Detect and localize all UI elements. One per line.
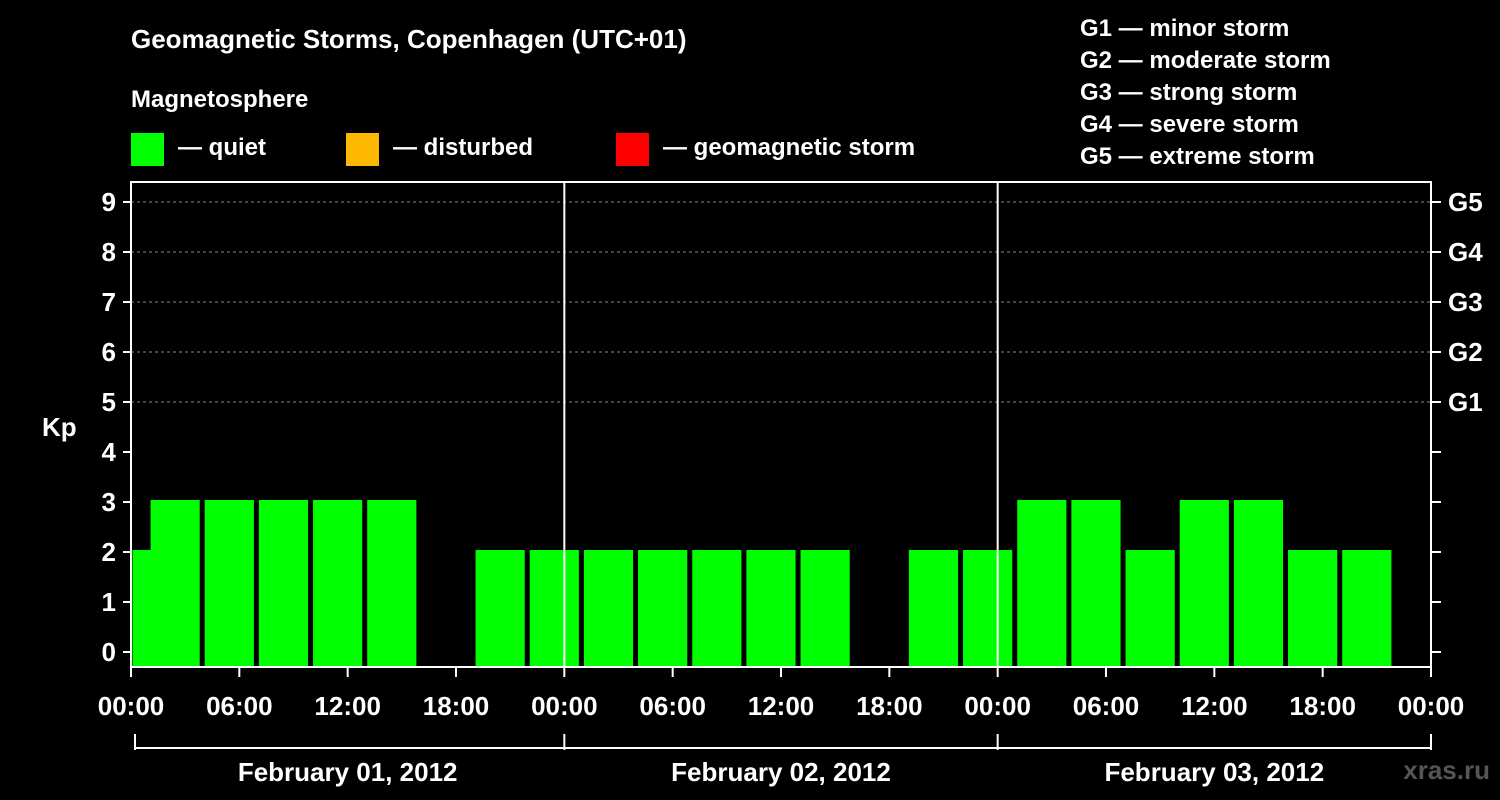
x-tick-label-12: 00:00: [1398, 691, 1465, 721]
bar-14: [963, 550, 1013, 667]
bar-4: [313, 500, 363, 667]
bar-3: [258, 500, 309, 667]
g-level-label-g3: G3: [1448, 287, 1483, 317]
y-tick-label-0: 0: [102, 637, 116, 667]
x-tick-label-11: 18:00: [1289, 691, 1356, 721]
bar-16: [1071, 500, 1121, 667]
g-level-label-g1: G1: [1448, 387, 1483, 417]
x-tick-label-4: 00:00: [531, 691, 598, 721]
x-tick-label-2: 12:00: [314, 691, 381, 721]
bar-6: [475, 550, 525, 667]
x-tick-label-8: 00:00: [964, 691, 1031, 721]
g-level-label-g5: G5: [1448, 187, 1483, 217]
bar-8: [583, 550, 634, 667]
bar-5: [367, 500, 417, 667]
day-label-1: February 02, 2012: [671, 757, 891, 787]
bar-10: [692, 550, 742, 667]
legend-label-disturbed: — disturbed: [393, 134, 534, 161]
y-tick-label-2: 2: [102, 537, 116, 567]
bar-20: [1288, 550, 1338, 667]
x-tick-label-9: 06:00: [1073, 691, 1140, 721]
day-label-0: February 01, 2012: [238, 757, 458, 787]
bar-7: [529, 550, 579, 667]
legend-swatch-quiet: [131, 133, 164, 166]
x-tick-label-6: 12:00: [748, 691, 815, 721]
g-scale-g4: G4 — severe storm: [1080, 111, 1299, 138]
legend-swatch-storm: [616, 133, 649, 166]
legend-heading: Magnetosphere: [131, 86, 309, 113]
g-scale-g5: G5 — extreme storm: [1080, 143, 1315, 170]
y-tick-label-5: 5: [102, 387, 116, 417]
y-tick-label-8: 8: [102, 237, 116, 267]
x-tick-label-1: 06:00: [206, 691, 273, 721]
y-tick-label-6: 6: [102, 337, 116, 367]
bar-19: [1233, 500, 1284, 667]
x-tick-label-0: 00:00: [98, 691, 165, 721]
x-tick-label-7: 18:00: [856, 691, 923, 721]
g-level-label-g4: G4: [1448, 237, 1483, 267]
chart-title: Geomagnetic Storms, Copenhagen (UTC+01): [131, 24, 687, 54]
bar-15: [1017, 500, 1067, 667]
bar-17: [1125, 550, 1175, 667]
bar-12: [800, 550, 850, 667]
bar-18: [1179, 500, 1229, 667]
day-label-2: February 03, 2012: [1104, 757, 1324, 787]
g-level-label-g2: G2: [1448, 337, 1483, 367]
y-tick-label-3: 3: [102, 487, 116, 517]
legend-label-quiet: — quiet: [178, 134, 266, 161]
watermark: xras.ru: [1403, 755, 1490, 785]
y-axis-label: Kp: [42, 412, 77, 442]
y-tick-label-9: 9: [102, 187, 116, 217]
legend-swatch-disturbed: [346, 133, 379, 166]
y-tick-label-1: 1: [102, 587, 116, 617]
g-scale-g3: G3 — strong storm: [1080, 79, 1298, 106]
y-tick-label-4: 4: [102, 437, 117, 467]
g-scale-g1: G1 — minor storm: [1080, 15, 1290, 42]
bar-11: [746, 550, 796, 667]
bar-13: [908, 550, 959, 667]
x-tick-label-10: 12:00: [1181, 691, 1248, 721]
y-tick-label-7: 7: [102, 287, 116, 317]
legend-label-storm: — geomagnetic storm: [663, 134, 916, 161]
bar-1: [150, 500, 200, 667]
x-tick-label-3: 18:00: [423, 691, 490, 721]
bar-21: [1342, 550, 1392, 667]
bar-2: [204, 500, 254, 667]
x-tick-label-5: 06:00: [639, 691, 706, 721]
bar-9: [638, 550, 688, 667]
g-scale-g2: G2 — moderate storm: [1080, 47, 1331, 74]
